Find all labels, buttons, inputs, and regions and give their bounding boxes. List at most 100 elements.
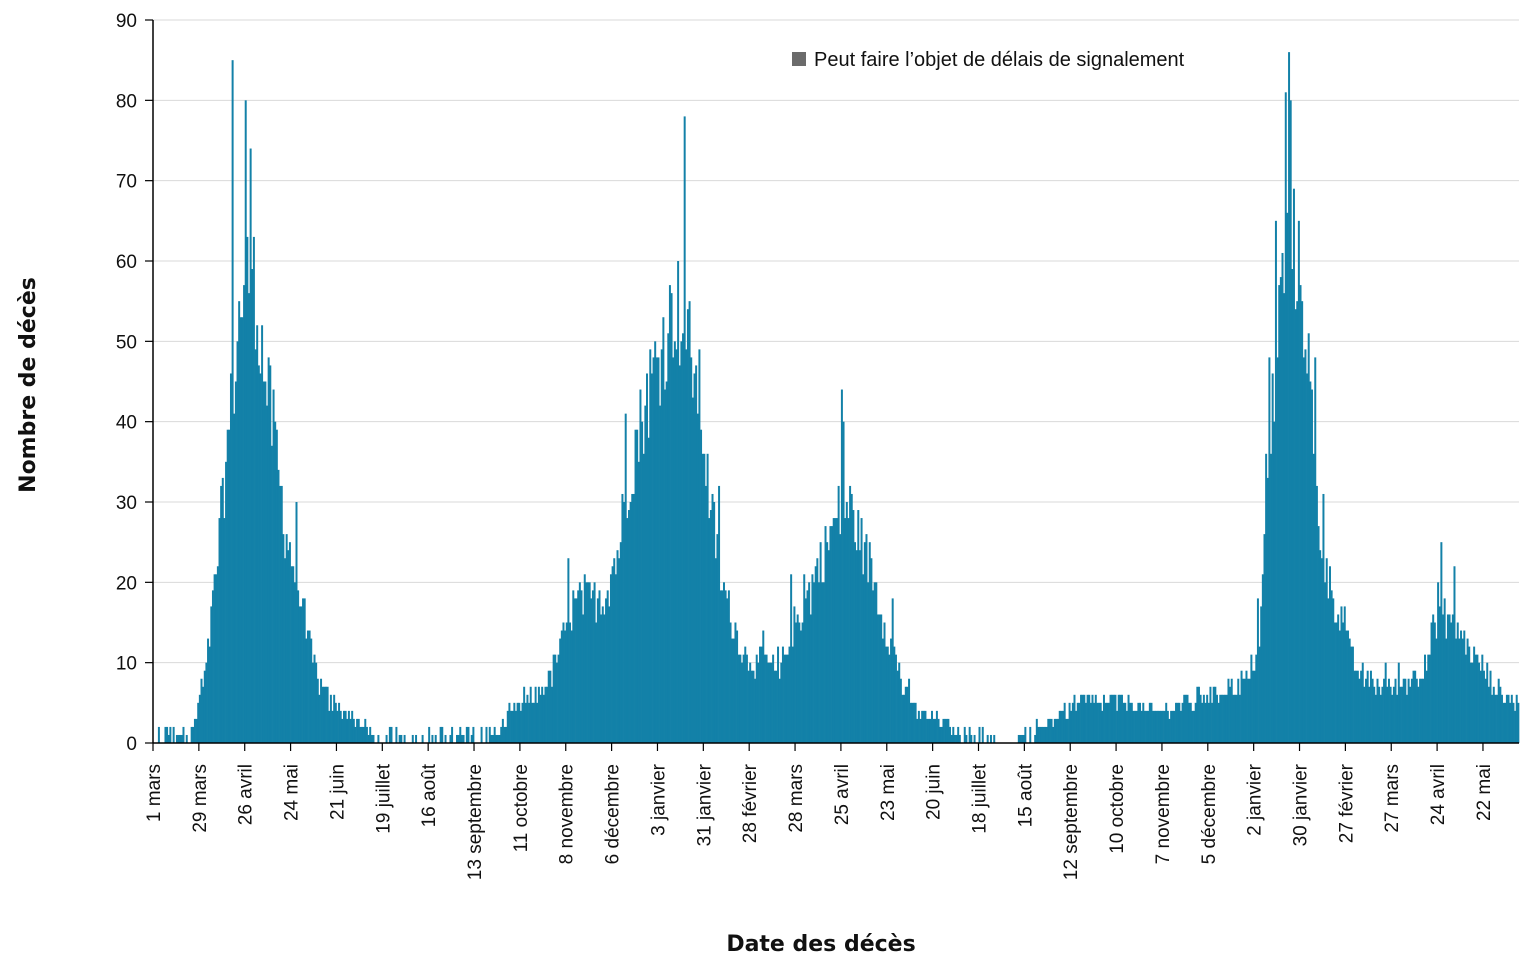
bar (1107, 702, 1110, 743)
bar (1042, 726, 1045, 743)
bar (257, 365, 260, 743)
bar (1252, 670, 1255, 743)
bar (203, 670, 206, 743)
bar (495, 734, 498, 743)
bar (1442, 614, 1445, 743)
y-tick-label: 0 (126, 734, 137, 755)
bar (1366, 670, 1369, 743)
y-tick-label: 60 (116, 252, 137, 273)
bar (338, 702, 341, 743)
bar (333, 694, 336, 743)
bar (917, 710, 920, 743)
bar (1081, 694, 1084, 743)
bar (292, 566, 295, 743)
bar (1248, 678, 1251, 743)
bar (1509, 702, 1512, 743)
bar (1227, 678, 1230, 743)
x-tick-label: 12 septembre (1061, 764, 1082, 880)
bar (590, 598, 593, 743)
x-tick-label: 2 janvier (1245, 763, 1266, 835)
bar (1329, 566, 1331, 743)
bar (225, 461, 228, 743)
bar (953, 734, 956, 743)
bar (567, 558, 570, 743)
bar (693, 373, 696, 743)
bar (1212, 686, 1215, 743)
bar (524, 702, 527, 743)
bar (903, 694, 906, 743)
bar (252, 236, 255, 743)
bar (308, 630, 311, 743)
bar (855, 550, 858, 743)
bar (1076, 702, 1079, 743)
bar (1309, 381, 1312, 743)
bar (310, 638, 313, 743)
bar (981, 726, 984, 743)
bar (400, 734, 403, 743)
bar (179, 734, 182, 743)
bar (1294, 309, 1297, 743)
bar (248, 293, 250, 743)
bar (282, 534, 285, 743)
x-tick-label: 19 juillet (373, 763, 394, 833)
bar (1206, 694, 1209, 743)
bar (1035, 718, 1038, 743)
bar (754, 678, 757, 743)
bar (682, 333, 685, 743)
bar (842, 421, 845, 743)
bar (708, 518, 711, 743)
bar (742, 654, 745, 743)
bar (385, 734, 388, 743)
bar (1322, 493, 1325, 743)
bar (796, 614, 799, 743)
bar (1381, 686, 1384, 743)
bar (837, 485, 840, 743)
bar (852, 510, 855, 743)
bar (328, 710, 331, 743)
bar (261, 325, 264, 743)
bar (881, 638, 884, 743)
bar (1191, 710, 1194, 743)
bar (745, 654, 748, 743)
bar (570, 630, 573, 743)
bar (536, 702, 539, 743)
bar (786, 654, 789, 743)
bar (500, 726, 503, 743)
bar (978, 726, 981, 743)
bar (1196, 686, 1199, 743)
bar (1278, 285, 1281, 743)
bar (243, 285, 246, 743)
bar (945, 718, 948, 743)
bar (1337, 614, 1340, 743)
bar (1109, 694, 1112, 743)
bar (288, 542, 291, 743)
bar (957, 726, 960, 743)
bar (726, 598, 729, 743)
bar (1060, 710, 1063, 743)
bar (560, 630, 563, 743)
bar (657, 357, 660, 743)
bar (197, 702, 200, 743)
bar (1510, 694, 1513, 743)
bar (1396, 694, 1399, 743)
bar (1114, 694, 1117, 743)
bar (585, 582, 588, 743)
bar (1407, 678, 1410, 743)
bar (472, 726, 475, 743)
bar (1296, 301, 1299, 743)
bar (1197, 686, 1200, 743)
bar (629, 502, 632, 743)
bar (1288, 52, 1291, 743)
bar (1220, 694, 1223, 743)
bar (627, 510, 630, 743)
bar (1274, 220, 1277, 743)
bar (677, 261, 680, 743)
bar (932, 718, 935, 743)
bar (865, 534, 868, 743)
bar (516, 702, 519, 743)
bar (1351, 646, 1354, 743)
bar (1420, 678, 1423, 743)
bar (934, 718, 937, 743)
bar (1340, 606, 1343, 743)
bar (799, 630, 802, 743)
